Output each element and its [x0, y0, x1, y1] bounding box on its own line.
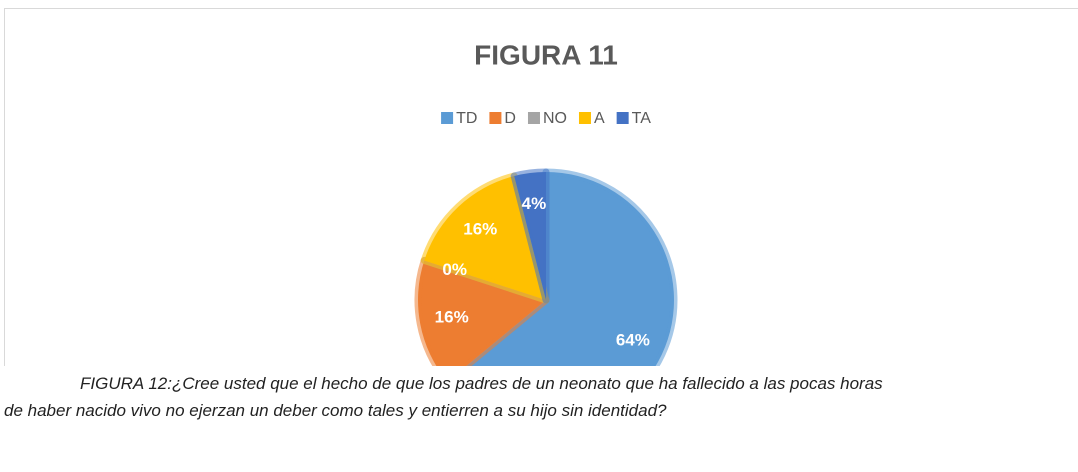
pie-slice: [420, 172, 550, 304]
chart-title: FIGURA 11: [474, 39, 618, 70]
legend-swatch: [578, 112, 591, 124]
legend-label: D: [504, 110, 516, 127]
legend-label: NO: [543, 110, 567, 127]
caption: FIGURA 12:¿Cree usted que el hecho de qu…: [0, 366, 1078, 472]
caption-line: FIGURA 12:¿Cree usted que el hecho de qu…: [80, 374, 883, 393]
legend-swatch: [489, 112, 502, 124]
data-label: 4%: [522, 194, 547, 213]
legend-swatch: [616, 112, 629, 124]
legend-swatch: [441, 112, 454, 124]
data-label: 0%: [442, 260, 467, 279]
caption-line: de haber nacido vivo no ejerzan un deber…: [4, 401, 667, 420]
data-label: 64%: [616, 330, 650, 349]
legend-label: A: [594, 110, 605, 127]
legend-label: TD: [456, 110, 477, 127]
legend-swatch: [527, 112, 540, 124]
legend-label: TA: [632, 110, 652, 127]
data-label: 16%: [463, 220, 497, 239]
data-label: 16%: [435, 307, 469, 326]
pie-slice: [510, 168, 550, 304]
